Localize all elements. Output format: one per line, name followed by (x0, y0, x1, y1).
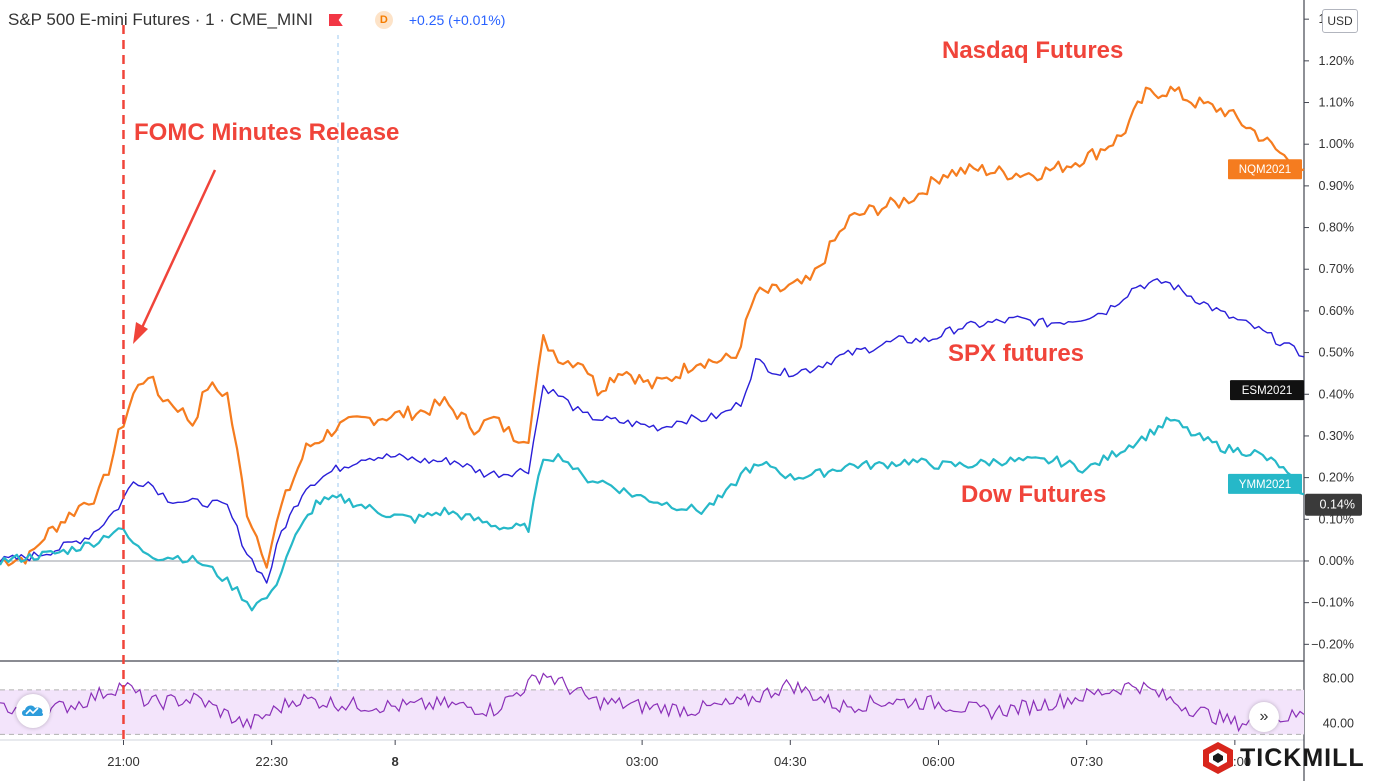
price-axis-label: 0.00% (1319, 554, 1354, 568)
price-axis-label: 0.30% (1319, 429, 1354, 443)
rsi-axis-label: 40.00 (1323, 716, 1354, 730)
series-line-nqm2021 (0, 85, 1305, 569)
time-axis-label: 03:00 (626, 754, 659, 769)
price-axis-label: 0.70% (1319, 262, 1354, 276)
last-label-bg (1228, 159, 1302, 180)
last-label-esm2021: ESM2021 (1242, 385, 1293, 397)
price-axis-label: 0.80% (1319, 221, 1354, 235)
time-axis-label: 06:00 (922, 754, 955, 769)
fomc-arrow (138, 169, 217, 333)
chart-header[interactable]: S&P 500 E-mini Futures · 1 · CME_MINI D … (8, 10, 505, 30)
series-last-labels: NQM2021 ESM2021 YMM2021 0.14% (1228, 159, 1362, 516)
currency-button[interactable]: USD (1322, 9, 1358, 33)
rsi-line (0, 672, 1305, 733)
price-axis-label: −0.20% (1311, 637, 1354, 651)
last-label-bg (1228, 473, 1302, 494)
symbol-title[interactable]: S&P 500 E-mini Futures · 1 · CME_MINI (8, 10, 313, 29)
price-axis-label: 1.00% (1319, 137, 1354, 151)
time-axis[interactable]: 21:00 22:30 8 03:00 04:30 06:00 07:30 09:00 (107, 740, 1251, 769)
current-value-label: 0.14% (1320, 498, 1355, 512)
price-axis[interactable]: 1.30%1.20%1.10%1.00%0.90%0.80%0.70%0.60%… (1304, 12, 1354, 651)
flag-icon[interactable] (328, 14, 343, 26)
price-axis-label: 0.40% (1319, 387, 1354, 401)
price-change: +0.25 (+0.01%) (408, 12, 506, 28)
spx-annotation: SPX futures (948, 340, 1084, 367)
cloud-icon (22, 705, 44, 716)
price-axis-label: 0.90% (1319, 179, 1354, 193)
fomc-annotation: FOMC Minutes Release (134, 119, 399, 146)
price-axis-label: 0.20% (1319, 471, 1354, 485)
rsi-axis[interactable]: 80.00 40.00 (1323, 672, 1354, 731)
series-lines (0, 85, 1305, 612)
fomc-arrowhead (133, 322, 148, 344)
series-line-ymm2021 (0, 416, 1305, 612)
rsi-band (0, 689, 1304, 735)
price-axis-label: 1.20% (1319, 54, 1354, 68)
series-line-esm2021 (0, 278, 1305, 584)
brand-logo: TICKMILL (1202, 741, 1365, 775)
tradingview-logo-button[interactable] (16, 694, 50, 728)
current-value-bg (1305, 493, 1362, 516)
nasdaq-annotation: Nasdaq Futures (942, 37, 1123, 64)
last-label-bg (1230, 380, 1304, 401)
price-axis-label: 0.10% (1319, 512, 1354, 526)
price-axis-label: 0.50% (1319, 346, 1354, 360)
time-axis-label: 21:00 (107, 754, 140, 769)
dow-annotation: Dow Futures (961, 481, 1106, 508)
time-axis-label: 04:30 (774, 754, 807, 769)
rsi-axis-label: 80.00 (1323, 672, 1354, 686)
last-label-ymm2021: YMM2021 (1239, 479, 1291, 491)
time-axis-label: 07:30 (1070, 754, 1103, 769)
brand-name: TICKMILL (1240, 743, 1365, 772)
time-axis-label: 22:30 (255, 754, 288, 769)
price-axis-label: 1.10% (1319, 96, 1354, 110)
last-label-nqm2021: NQM2021 (1239, 164, 1291, 176)
time-axis-label: 8 (392, 754, 399, 769)
rsi-pane (0, 672, 1305, 733)
interval-badge[interactable]: D (374, 11, 393, 29)
price-axis-label: −0.10% (1311, 596, 1354, 610)
price-axis-label: 0.60% (1319, 304, 1354, 318)
scroll-right-button[interactable]: » (1249, 702, 1279, 732)
tickmill-logo-icon (1203, 742, 1233, 774)
